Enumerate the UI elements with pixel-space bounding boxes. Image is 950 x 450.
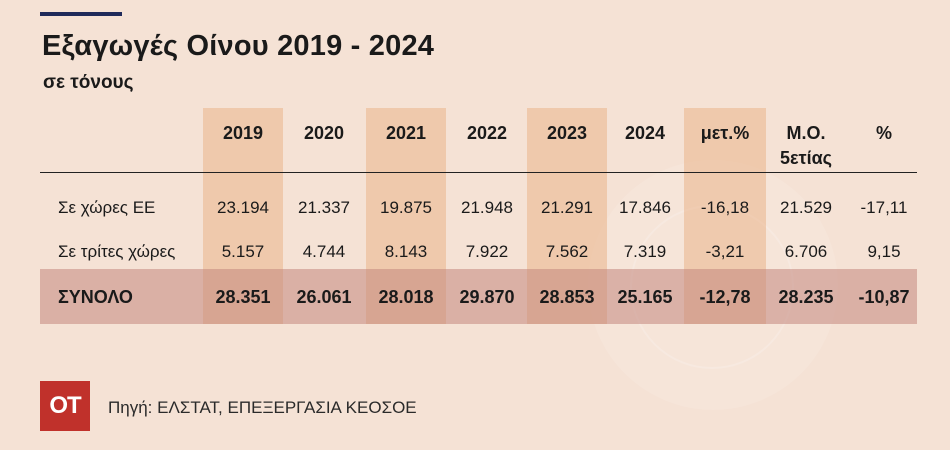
header-divider (40, 172, 917, 173)
table-cell: 9,15 (867, 242, 901, 261)
top-accent-rule (40, 12, 122, 16)
column-header-change: μετ.% (700, 123, 750, 143)
column-header-average: Μ.Ο. (786, 123, 826, 143)
column-header-2023: 2023 (546, 123, 588, 143)
column-header-percent: % (875, 123, 892, 143)
column-header-2024: 2024 (624, 123, 666, 143)
table-cell: 7.319 (623, 242, 667, 261)
source-note: Πηγή: ΕΛΣΤΑΤ, ΕΠΕΞΕΡΓΑΣΙΑ ΚΕΟΣΟΕ (108, 398, 417, 417)
table-cell: 8.143 (384, 242, 428, 261)
total-cell: 28.853 (539, 287, 595, 307)
column-header-2020: 2020 (303, 123, 345, 143)
table-cell: 4.744 (302, 242, 346, 261)
table-cell: 7.562 (545, 242, 589, 261)
total-row-band (40, 269, 917, 324)
table-cell: -3,21 (705, 242, 745, 261)
table-cell: 21.948 (461, 198, 513, 217)
total-cell: -10,87 (858, 287, 910, 307)
row-label-total: ΣΥΝΟΛΟ (58, 287, 133, 307)
table-cell: -16,18 (700, 198, 750, 217)
row-label-eu: Σε χώρες ΕΕ (58, 198, 156, 217)
table-cell: 6.706 (784, 242, 828, 261)
column-header-average-sub: 5ετίας (779, 148, 832, 168)
total-cell: 29.870 (459, 287, 515, 307)
table-cell: 17.846 (619, 198, 671, 217)
table-cell: 21.529 (780, 198, 832, 217)
table-cell: 7.922 (465, 242, 509, 261)
total-cell: 28.235 (778, 287, 834, 307)
table-cell: 23.194 (217, 198, 269, 217)
table-cell: 5.157 (221, 242, 265, 261)
total-cell: 26.061 (296, 287, 352, 307)
page-subtitle: σε τόνους (43, 72, 134, 93)
table-cell: -17,11 (860, 198, 908, 217)
column-header-2019: 2019 (222, 123, 264, 143)
table-cell: 21.291 (541, 198, 593, 217)
page-title: Εξαγωγές Οίνου 2019 - 2024 (42, 30, 435, 62)
column-header-2021: 2021 (385, 123, 427, 143)
brand-logo: OT (40, 381, 90, 431)
column-header-2022: 2022 (466, 123, 508, 143)
total-cell: 25.165 (617, 287, 673, 307)
total-cell: 28.018 (378, 287, 434, 307)
table-cell: 21.337 (298, 198, 350, 217)
row-label-third-countries: Σε τρίτες χώρες (58, 242, 176, 261)
total-cell: 28.351 (215, 287, 271, 307)
total-cell: -12,78 (699, 287, 751, 307)
table-cell: 19.875 (380, 198, 432, 217)
